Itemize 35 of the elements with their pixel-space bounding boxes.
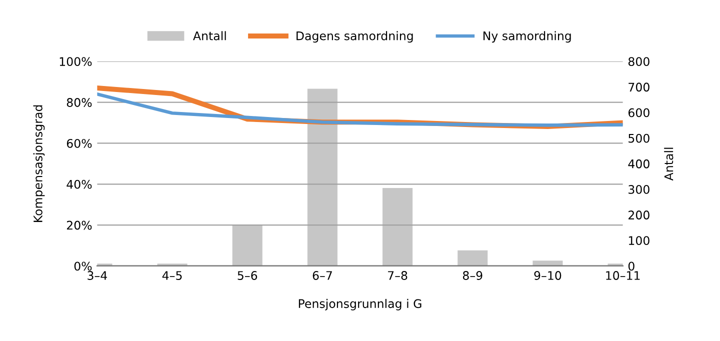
y2-tick-label: 800 [628, 57, 650, 66]
bar [532, 260, 563, 266]
x-tick-label: 8–9 [462, 271, 482, 280]
y-tick-label: 100% [60, 57, 92, 66]
y-axis-title: Kompensasjonsgrad [33, 105, 45, 222]
legend-label: Ny samordning [484, 31, 571, 43]
x-tick-label: 10–11 [606, 271, 640, 280]
y2-tick-label: 700 [628, 82, 650, 92]
y2-tick-label: 100 [628, 236, 650, 246]
y2-tick-label: 200 [628, 210, 650, 220]
y2-tick-label: 400 [628, 159, 650, 168]
x-axis-title: Pensjonsgrunnlag i G [298, 298, 422, 310]
x-tick-label: 4–5 [162, 271, 182, 280]
legend-label: Dagens samordning [296, 31, 413, 43]
y2-tick-label: 600 [628, 108, 650, 118]
y-tick-label: 0% [74, 262, 92, 271]
bar [458, 250, 488, 266]
x-tick-label: 5–6 [238, 271, 258, 280]
x-tick-label: 9–10 [534, 271, 562, 280]
bar [232, 224, 262, 266]
x-tick-label: 3–4 [88, 271, 107, 280]
y2-axis-title: Antall [664, 148, 674, 181]
line-series [97, 92, 623, 127]
legend-label: Antall [193, 31, 226, 40]
y-tick-label: 20% [66, 220, 92, 230]
y-tick-label: 80% [66, 98, 92, 107]
y2-tick-label: 0 [628, 262, 634, 271]
y-tick-label: 40% [66, 180, 92, 189]
y2-tick-label: 300 [628, 184, 650, 194]
x-tick-label: 6–7 [312, 271, 332, 280]
bar [382, 188, 413, 266]
x-tick-label: 7–8 [388, 271, 408, 280]
bar [307, 88, 338, 266]
y2-tick-label: 500 [628, 134, 650, 143]
y-tick-label: 60% [66, 138, 92, 148]
